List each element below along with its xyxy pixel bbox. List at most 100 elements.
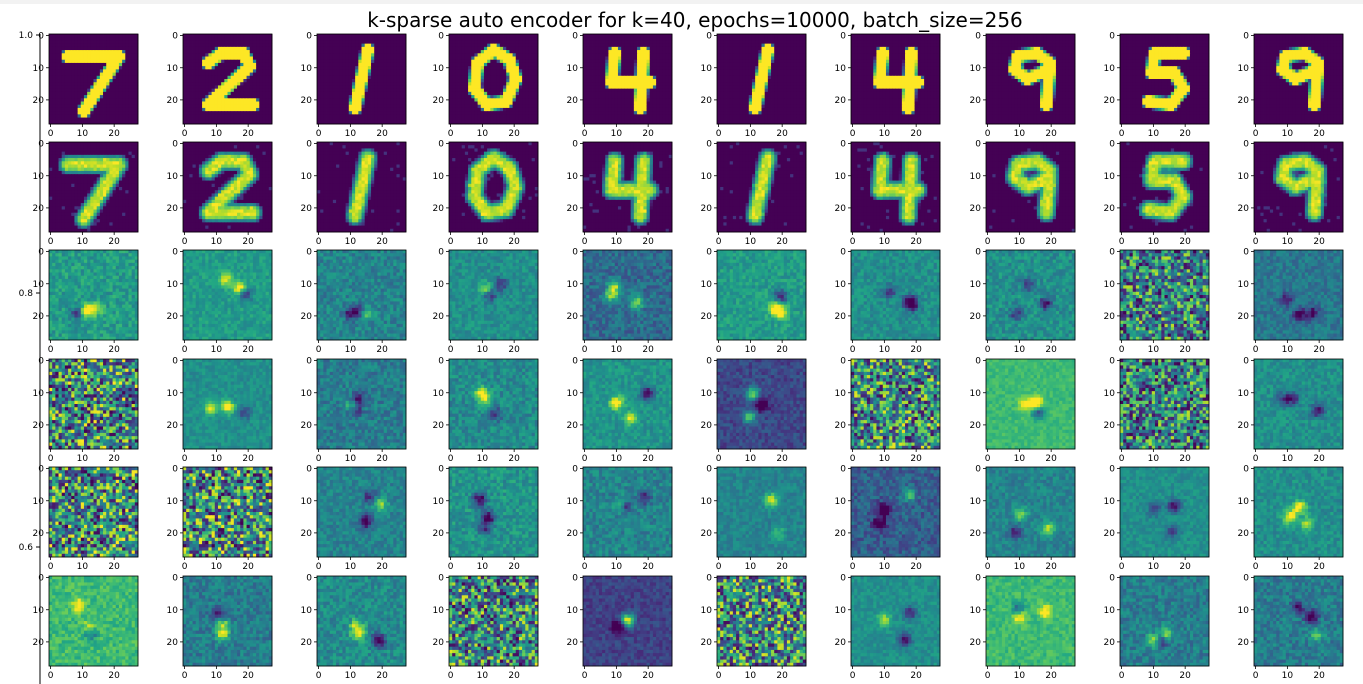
y-tick-label: 0 [975,32,981,42]
y-tick-label: 10 [167,280,179,290]
y-tick-label: 0 [706,357,712,367]
y-tick-label: 20 [301,204,313,214]
x-tick-label: 0 [182,237,188,247]
y-tick-label: 0 [1243,574,1249,584]
x-tick-label: 10 [1282,562,1294,572]
y-tick-label: 20 [1104,204,1116,214]
y-tick-label: 10 [1238,606,1250,616]
x-tick-label: 10 [1148,237,1160,247]
y-tick-label: 10 [701,280,713,290]
y-tick-label: 20 [1238,421,1250,431]
y-tick-label: 20 [567,312,579,322]
x-tick-label: 10 [745,237,757,247]
x-tick-label: 10 [879,345,891,355]
x-tick-label: 10 [1148,671,1160,681]
x-tick-label: 10 [345,454,357,464]
x-tick-label: 0 [716,237,722,247]
x-tick-label: 0 [1119,454,1125,464]
y-tick-label: 0 [706,248,712,258]
outer-y-tick-label: 1.0 [19,31,34,41]
x-tick-label: 10 [1282,129,1294,139]
y-tick-label: 0 [438,357,444,367]
y-tick-label: 0 [306,32,312,42]
x-tick-label: 0 [48,237,54,247]
x-tick-label: 10 [879,237,891,247]
x-tick-label: 20 [910,671,922,681]
y-tick-label: 20 [970,96,982,106]
y-tick-label: 10 [167,497,179,507]
y-tick-label: 20 [835,638,847,648]
y-tick-label: 0 [706,140,712,150]
x-tick-label: 10 [345,562,357,572]
y-tick-label: 0 [1243,465,1249,475]
y-tick-label: 20 [1238,312,1250,322]
y-tick-label: 20 [701,312,713,322]
y-tick-label: 10 [701,172,713,182]
x-tick-label: 10 [211,345,223,355]
y-tick-label: 0 [1243,140,1249,150]
x-tick-label: 0 [985,671,991,681]
y-tick-label: 10 [167,64,179,74]
x-tick-label: 0 [1119,671,1125,681]
y-tick-label: 20 [701,529,713,539]
y-tick-label: 0 [306,574,312,584]
y-tick-label: 20 [33,204,45,214]
y-tick-label: 0 [706,32,712,42]
x-tick-label: 0 [316,345,322,355]
y-tick-label: 10 [970,280,982,290]
y-tick-label: 10 [701,606,713,616]
x-tick-label: 10 [211,454,223,464]
y-tick-label: 0 [1109,248,1115,258]
y-tick-label: 0 [306,248,312,258]
x-tick-label: 0 [1119,129,1125,139]
y-tick-label: 0 [572,32,578,42]
y-tick-label: 20 [567,529,579,539]
x-tick-label: 20 [242,562,254,572]
y-tick-label: 20 [167,312,179,322]
x-tick-label: 20 [776,454,788,464]
x-tick-label: 10 [1148,345,1160,355]
x-tick-label: 0 [716,454,722,464]
y-tick-label: 10 [835,497,847,507]
x-tick-label: 20 [642,345,654,355]
x-tick-label: 0 [1119,345,1125,355]
y-tick-label: 0 [172,32,178,42]
x-tick-label: 10 [1014,237,1026,247]
x-tick-label: 0 [182,562,188,572]
y-tick-label: 0 [572,248,578,258]
x-tick-label: 20 [1179,129,1191,139]
y-tick-label: 20 [433,638,445,648]
y-tick-label: 20 [970,529,982,539]
y-tick-label: 0 [38,357,44,367]
x-tick-label: 0 [316,454,322,464]
x-tick-label: 10 [345,129,357,139]
y-tick-label: 0 [1109,357,1115,367]
x-tick-label: 20 [1179,454,1191,464]
x-tick-label: 0 [985,454,991,464]
x-tick-label: 20 [910,129,922,139]
x-tick-label: 0 [985,562,991,572]
y-tick-label: 0 [706,465,712,475]
x-tick-label: 0 [182,671,188,681]
y-tick-label: 0 [572,574,578,584]
y-tick-label: 0 [438,248,444,258]
y-tick-label: 0 [438,465,444,475]
x-tick-label: 20 [508,345,520,355]
x-tick-label: 20 [1045,129,1057,139]
y-tick-label: 10 [567,497,579,507]
